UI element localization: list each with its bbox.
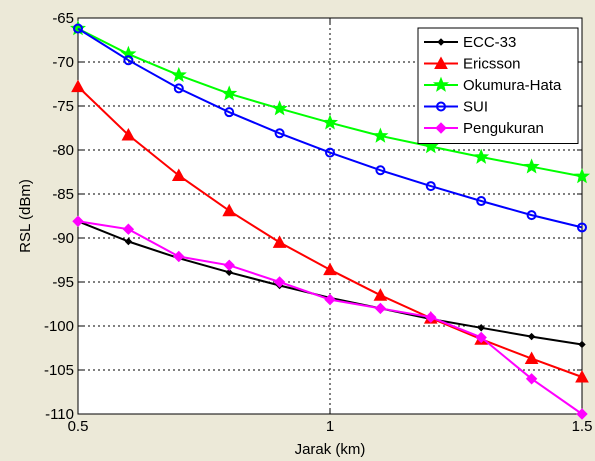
x-tick-label: 1.5 bbox=[572, 418, 593, 435]
data-point bbox=[425, 311, 437, 323]
data-point bbox=[171, 168, 186, 182]
legend-marker bbox=[434, 56, 448, 69]
data-point bbox=[223, 259, 235, 271]
data-point bbox=[173, 250, 185, 263]
data-point bbox=[224, 107, 235, 118]
data-point bbox=[122, 223, 135, 235]
data-point bbox=[222, 203, 237, 217]
legend-marker bbox=[432, 76, 450, 92]
data-point bbox=[225, 268, 233, 277]
data-point bbox=[374, 302, 387, 315]
data-point bbox=[173, 83, 184, 94]
data-point bbox=[324, 293, 336, 306]
legend: ECC-33 Ericsson Okumura-Hata SUI Pengukuran bbox=[417, 27, 579, 144]
data-point bbox=[477, 324, 485, 332]
data-point bbox=[272, 235, 287, 248]
series-okumura-hata bbox=[69, 20, 591, 184]
data-point bbox=[523, 158, 540, 174]
y-tick-label: -95 bbox=[52, 274, 74, 291]
legend-item: ECC-33 bbox=[424, 34, 516, 51]
legend-label: Pengukuran bbox=[463, 120, 544, 137]
data-point bbox=[325, 147, 335, 158]
data-point bbox=[121, 127, 136, 141]
data-point bbox=[72, 215, 84, 227]
y-tick-label: -110 bbox=[45, 406, 74, 423]
series-sui bbox=[73, 23, 587, 233]
data-point bbox=[373, 288, 388, 301]
data-point bbox=[271, 100, 288, 116]
x-tick-label: 0.5 bbox=[68, 418, 89, 435]
data-point bbox=[422, 138, 439, 154]
data-point bbox=[526, 210, 537, 221]
data-point bbox=[475, 331, 487, 344]
data-point bbox=[273, 276, 286, 288]
data-point bbox=[170, 66, 187, 83]
y-tick-label: -75 bbox=[52, 98, 74, 115]
data-point bbox=[123, 55, 134, 66]
legend-marker bbox=[436, 101, 446, 112]
data-point bbox=[576, 408, 588, 420]
data-point bbox=[573, 168, 591, 184]
legend-label: Okumura-Hata bbox=[463, 77, 562, 94]
data-point bbox=[525, 373, 538, 385]
data-point bbox=[372, 127, 389, 143]
data-point bbox=[473, 148, 490, 164]
legend-marker bbox=[437, 38, 445, 46]
series-pengukuran bbox=[72, 215, 588, 420]
legend-label: SUI bbox=[463, 99, 488, 116]
series-group bbox=[69, 20, 591, 420]
data-point bbox=[524, 351, 539, 365]
y-tick-label: -85 bbox=[52, 186, 74, 203]
y-tick-label: -105 bbox=[44, 362, 74, 379]
x-tick-label: 1 bbox=[326, 418, 334, 435]
y-axis-label: RSL (dBm) bbox=[17, 179, 34, 253]
legend-label: Ericsson bbox=[463, 56, 521, 73]
data-point bbox=[321, 114, 339, 130]
data-point bbox=[527, 332, 536, 341]
y-tick-label: -80 bbox=[52, 142, 74, 159]
legend-item: Okumura-Hata bbox=[424, 76, 562, 94]
data-point bbox=[575, 369, 589, 383]
y-tick-label: -70 bbox=[52, 54, 74, 71]
data-point bbox=[71, 79, 85, 93]
legend-item: SUI bbox=[424, 99, 488, 116]
data-point bbox=[425, 181, 436, 192]
legend-marker bbox=[435, 122, 447, 134]
data-point bbox=[476, 196, 487, 207]
data-point bbox=[577, 222, 587, 233]
data-point bbox=[578, 340, 586, 349]
data-point bbox=[221, 85, 238, 101]
data-point bbox=[73, 23, 83, 34]
data-point bbox=[375, 165, 386, 176]
legend-item: Pengukuran bbox=[424, 120, 544, 137]
y-tick-label: -100 bbox=[44, 318, 74, 335]
data-point bbox=[274, 128, 285, 139]
legend-item: Ericsson bbox=[424, 56, 521, 73]
y-tick-label: -65 bbox=[52, 10, 74, 27]
x-axis-label: Jarak (km) bbox=[295, 441, 366, 458]
data-point bbox=[124, 237, 133, 246]
data-point bbox=[323, 262, 337, 276]
legend-label: ECC-33 bbox=[463, 34, 516, 51]
series-line bbox=[77, 27, 583, 229]
y-tick-label: -90 bbox=[52, 230, 74, 247]
